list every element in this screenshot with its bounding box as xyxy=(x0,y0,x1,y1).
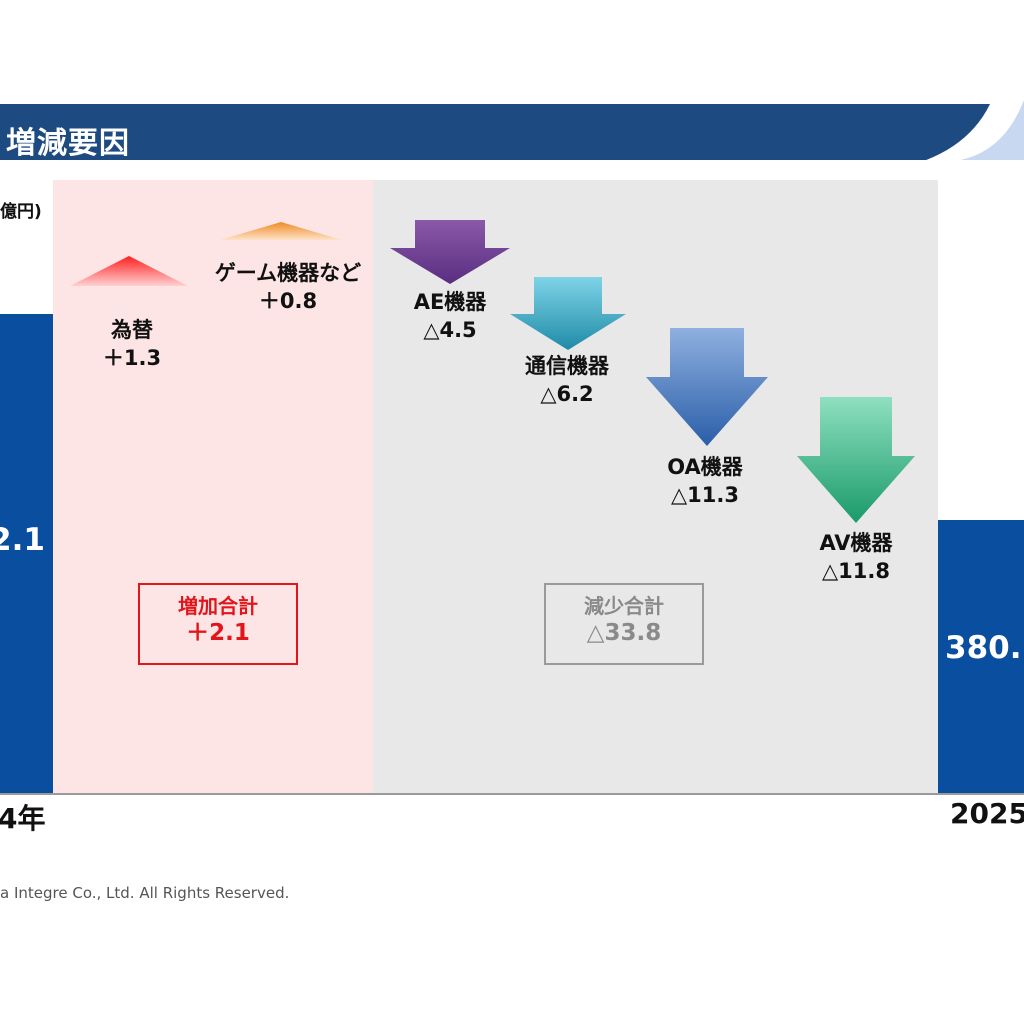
increase-step-name: 為替 xyxy=(111,318,153,342)
increase-arrow xyxy=(70,256,188,286)
decrease-step-name: AE機器 xyxy=(413,290,487,314)
header-band xyxy=(0,100,1024,160)
decrease-step-label: AE機器 △4.5 xyxy=(395,288,505,344)
decrease-total-box: 減少合計 △33.8 xyxy=(544,583,704,665)
copyright-footer: a Integre Co., Ltd. All Rights Reserved. xyxy=(0,884,290,902)
decrease-step-label: AV機器 △11.8 xyxy=(796,529,916,585)
end-bar xyxy=(938,520,1024,793)
increase-arrow xyxy=(220,222,342,240)
decrease-arrow xyxy=(646,328,768,446)
decrease-step-value: △6.2 xyxy=(540,382,594,406)
increase-step-name: ゲーム機器など xyxy=(214,261,362,285)
decrease-step-label: 通信機器 △6.2 xyxy=(507,352,627,408)
increase-total-name: 増加合計 xyxy=(178,594,258,618)
decrease-arrow xyxy=(510,277,626,350)
unit-label: 億円) xyxy=(0,202,42,222)
increase-total-value: ＋2.1 xyxy=(186,620,250,646)
increase-step-value: ＋0.8 xyxy=(258,289,318,313)
decrease-arrow xyxy=(390,220,510,284)
end-bar-value: 380. xyxy=(945,630,1022,666)
increase-step-label: 為替 ＋1.3 xyxy=(97,316,167,372)
decrease-step-value: △4.5 xyxy=(423,318,477,342)
x-axis-label-start: 4年 xyxy=(0,802,46,835)
decrease-total-value: △33.8 xyxy=(586,620,662,646)
decrease-step-value: △11.8 xyxy=(822,559,890,583)
start-bar xyxy=(0,314,53,793)
decrease-step-label: OA機器 △11.3 xyxy=(645,453,765,509)
decrease-step-name: AV機器 xyxy=(819,531,893,555)
header-light-curve xyxy=(960,100,1024,160)
x-axis-label-end: 2025 xyxy=(950,797,1024,830)
header-dark-band xyxy=(0,104,990,160)
increase-step-value: ＋1.3 xyxy=(102,346,162,370)
increase-total-box: 増加合計 ＋2.1 xyxy=(138,583,298,665)
decrease-step-name: OA機器 xyxy=(667,455,743,479)
decrease-step-value: △11.3 xyxy=(671,483,739,507)
x-axis-line xyxy=(0,793,1024,795)
page-title: 増減要因 xyxy=(6,126,130,161)
start-bar-value: 2.1 xyxy=(0,522,45,558)
decrease-step-name: 通信機器 xyxy=(525,354,609,378)
decrease-arrow xyxy=(797,397,915,523)
decrease-total-name: 減少合計 xyxy=(584,594,664,618)
increase-step-label: ゲーム機器など ＋0.8 xyxy=(198,259,378,315)
